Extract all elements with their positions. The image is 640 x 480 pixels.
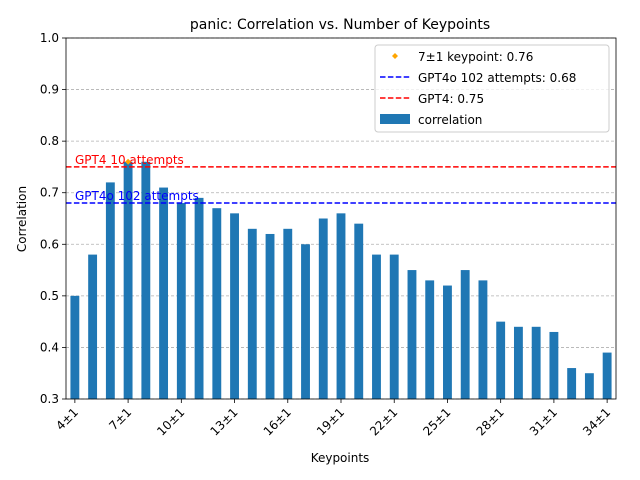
legend-label-gpt4o: GPT4o 102 attempts: 0.68 (418, 71, 576, 85)
bar-30±1 (531, 326, 541, 399)
x-tick-label: 7±1 (106, 405, 134, 433)
bar-4±1 (70, 295, 80, 399)
legend-entry-correlation: correlation (380, 113, 482, 127)
legend-entry-highlight: 7±1 keypoint: 0.76 (392, 50, 533, 64)
legend-swatch-correlation (380, 114, 410, 124)
y-tick-label: 0.4 (40, 340, 59, 354)
bar-12±1 (212, 208, 222, 399)
bar-29±1 (513, 326, 523, 399)
bar-15±1 (265, 233, 275, 399)
y-axis-label: Correlation (15, 186, 29, 252)
y-tick-label: 0.9 (40, 83, 59, 97)
bar-24±1 (425, 280, 435, 399)
bar-22±1 (389, 254, 399, 399)
y-tick-label: 0.8 (40, 134, 59, 148)
y-tick-label: 1.0 (40, 31, 59, 45)
reference-annotation-1: GPT4 10 attempts (75, 153, 184, 167)
x-tick-label: 28±1 (474, 405, 507, 438)
bar-32±1 (567, 368, 577, 399)
bar-20±1 (354, 223, 364, 399)
bar-27±1 (478, 280, 488, 399)
legend-label-gpt4: GPT4: 0.75 (418, 92, 484, 106)
bar-7±1 (123, 161, 133, 399)
highlight-point-marker (125, 158, 132, 165)
x-tick-label: 10±1 (154, 405, 187, 438)
bar-10±1 (176, 203, 186, 399)
x-tick-label: 19±1 (314, 405, 347, 438)
bar-19±1 (336, 213, 346, 399)
y-tick-label: 0.5 (40, 289, 59, 303)
bar-11±1 (194, 197, 204, 399)
reference-lines: GPT4o 102 attempts GPT4 10 attempts (66, 153, 616, 204)
bar-23±1 (407, 270, 417, 399)
x-tick-label: 25±1 (420, 405, 453, 438)
x-tick-label: 31±1 (527, 405, 560, 438)
legend-entry-gpt4o: GPT4o 102 attempts: 0.68 (380, 71, 576, 85)
chart-title: panic: Correlation vs. Number of Keypoin… (190, 17, 490, 33)
legend: 7±1 keypoint: 0.76 GPT4o 102 attempts: 0… (374, 44, 610, 133)
x-tick-label: 13±1 (207, 405, 240, 438)
bar-9±1 (159, 187, 169, 399)
y-tick-label: 0.6 (40, 237, 59, 251)
y-tick-label: 0.3 (40, 392, 59, 406)
legend-box (374, 44, 610, 133)
bar-17±1 (301, 244, 310, 399)
bar-14±1 (247, 228, 257, 399)
bar-25±1 (443, 285, 452, 399)
bar-5±1 (88, 254, 98, 399)
bar-8±1 (141, 161, 151, 399)
legend-label-highlight: 7±1 keypoint: 0.76 (418, 50, 533, 64)
y-tick-label: 0.7 (40, 186, 59, 200)
bar-26±1 (460, 270, 470, 399)
legend-entry-gpt4: GPT4: 0.75 (380, 92, 484, 106)
bar-34±1 (602, 352, 612, 399)
bar-31±1 (549, 331, 559, 399)
x-tick-label: 34±1 (580, 405, 613, 438)
bar-18±1 (318, 218, 328, 399)
bar-16±1 (283, 228, 293, 399)
bar-28±1 (496, 321, 506, 399)
x-tick-label: 16±1 (261, 405, 294, 438)
bar-6±1 (105, 182, 115, 399)
bar-13±1 (230, 213, 239, 399)
x-tick-label: 22±1 (367, 405, 400, 438)
reference-annotation-0: GPT4o 102 attempts (75, 189, 199, 203)
x-tick-label: 4±1 (53, 405, 81, 433)
x-axis-label: Keypoints (311, 451, 370, 465)
bar-33±1 (584, 373, 594, 399)
legend-diamond-marker (392, 53, 398, 59)
bars (70, 161, 612, 399)
bar-21±1 (372, 254, 381, 399)
legend-label-correlation: correlation (418, 113, 482, 127)
